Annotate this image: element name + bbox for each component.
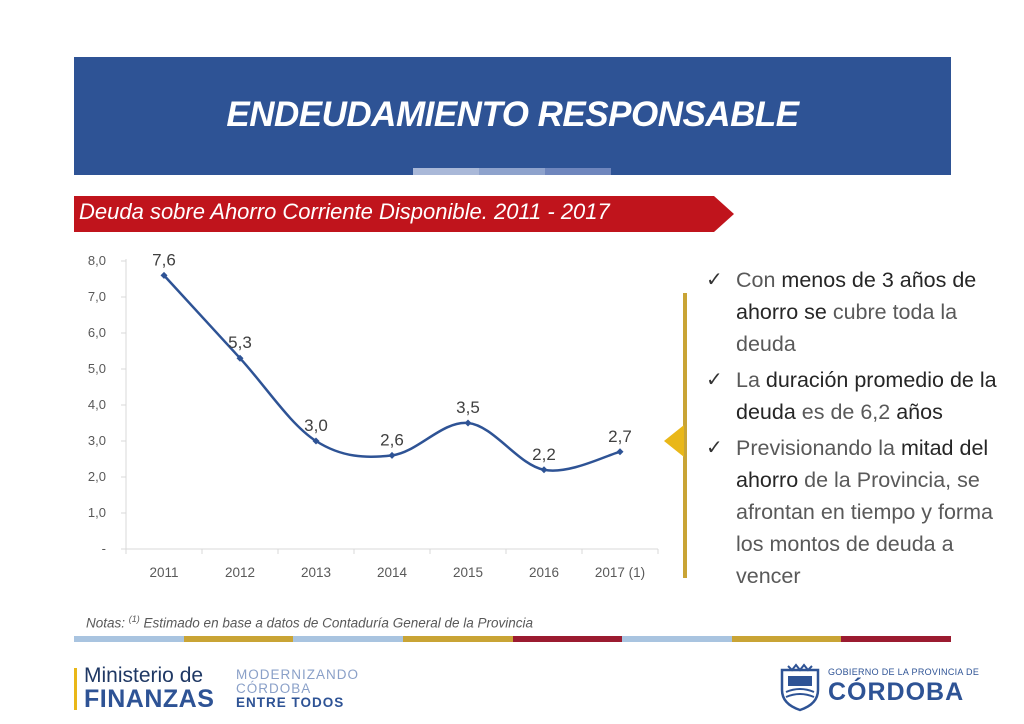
bullet-text: La <box>736 368 766 392</box>
data-point <box>540 466 548 474</box>
data-label: 3,0 <box>304 416 328 435</box>
y-tick-label: 1,0 <box>88 505 106 520</box>
bullet-text: Previsionando la <box>736 436 901 460</box>
page-title: ENDEUDAMIENTO RESPONSABLE <box>226 95 799 134</box>
x-tick-label: 2014 <box>377 565 408 580</box>
data-point <box>312 437 320 445</box>
data-label: 5,3 <box>228 333 252 352</box>
footer-stripe <box>74 636 184 642</box>
y-tick-label: 7,0 <box>88 289 106 304</box>
banner-tab-3 <box>545 168 611 175</box>
footer-stripe <box>402 636 513 642</box>
accent-pointer-icon <box>664 425 684 457</box>
subtitle-arrow-shape <box>74 196 734 232</box>
bullet-item: ✓ Con menos de 3 años de ahorro se cubre … <box>706 264 1006 360</box>
x-tick-label: 2012 <box>225 565 255 580</box>
government-logo-line2: CÓRDOBA <box>828 678 965 706</box>
ministry-logo-line2: FINANZAS <box>84 685 215 713</box>
banner-tab-1 <box>413 168 479 175</box>
data-point <box>616 448 624 456</box>
banner-tab-2 <box>479 168 545 175</box>
bullet-text: cubre toda la deuda <box>736 300 958 356</box>
bullet-item: ✓ Previsionando la mitad del ahorro de la… <box>706 432 1006 592</box>
ministry-logo-line1: Ministerio de <box>84 664 204 687</box>
data-label: 2,6 <box>380 430 404 449</box>
y-tick-label: 8,0 <box>88 253 106 268</box>
bullet-emphasis: años <box>896 400 943 424</box>
bullet-text: Con <box>736 268 782 292</box>
x-tick-label: 2017 (1) <box>595 565 645 580</box>
y-tick-label: 2,0 <box>88 469 106 484</box>
slogan-line3: ENTRE TODOS <box>236 695 345 710</box>
accent-line <box>683 293 687 578</box>
y-tick-label: - <box>102 541 106 556</box>
slogan-line1: MODERNIZANDO <box>236 667 359 682</box>
province-crest-icon <box>780 663 820 712</box>
note-superscript: (1) <box>128 614 140 624</box>
checkmark-icon: ✓ <box>706 269 723 291</box>
y-tick-label: 3,0 <box>88 433 106 448</box>
data-label: 2,2 <box>532 445 556 464</box>
bullet-text: de la Provincia, se afrontan en tiempo y… <box>736 468 993 588</box>
y-tick-label: 6,0 <box>88 325 106 340</box>
footer-stripe <box>512 636 623 642</box>
chart-note: Notas: (1) Estimado en base a datos de C… <box>86 614 534 631</box>
government-logo-line1: GOBIERNO DE LA PROVINCIA DE <box>828 667 980 677</box>
data-point <box>464 419 472 427</box>
bullet-text: es de 6,2 <box>795 400 897 424</box>
footer-stripe <box>293 636 403 642</box>
bullet-emphasis: mitad del ahorro <box>736 436 989 492</box>
data-point <box>160 271 168 279</box>
checkmark-icon: ✓ <box>706 369 723 391</box>
footer-stripe <box>841 636 951 642</box>
footer-stripe <box>731 636 842 642</box>
slogan-line2: CÓRDOBA <box>236 681 312 696</box>
y-tick-label: 5,0 <box>88 361 106 376</box>
x-tick-label: 2011 <box>149 565 178 580</box>
y-tick-label: 4,0 <box>88 397 106 412</box>
bullet-emphasis: menos de 3 años de ahorro se <box>736 268 977 324</box>
chart-subtitle: Deuda sobre Ahorro Corriente Disponible.… <box>79 199 610 224</box>
footer-stripe <box>622 636 732 642</box>
title-banner: ENDEUDAMIENTO RESPONSABLE <box>74 57 951 175</box>
footer-stripes <box>74 636 951 642</box>
bullet-item: ✓ La duración promedio de la deuda es de … <box>706 364 1006 428</box>
data-label: 3,5 <box>456 398 480 417</box>
bullet-list: ✓ Con menos de 3 años de ahorro se cubre … <box>706 264 1006 596</box>
ministry-logo-bar <box>74 668 77 710</box>
data-point <box>388 451 396 459</box>
data-point <box>236 354 244 362</box>
bullet-emphasis: duración promedio de la deuda <box>736 368 997 424</box>
footer-stripe <box>183 636 294 642</box>
x-tick-label: 2015 <box>453 565 483 580</box>
data-label: 2,7 <box>608 427 632 446</box>
line-chart: - 1,0 2,0 3,0 4,0 5,0 6,0 7,0 8,0 2011 2012 2013 201… <box>88 250 659 580</box>
data-label: 7,6 <box>152 250 176 269</box>
x-tick-label: 2016 <box>529 565 559 580</box>
x-tick-label: 2013 <box>301 565 331 580</box>
checkmark-icon: ✓ <box>706 437 723 459</box>
